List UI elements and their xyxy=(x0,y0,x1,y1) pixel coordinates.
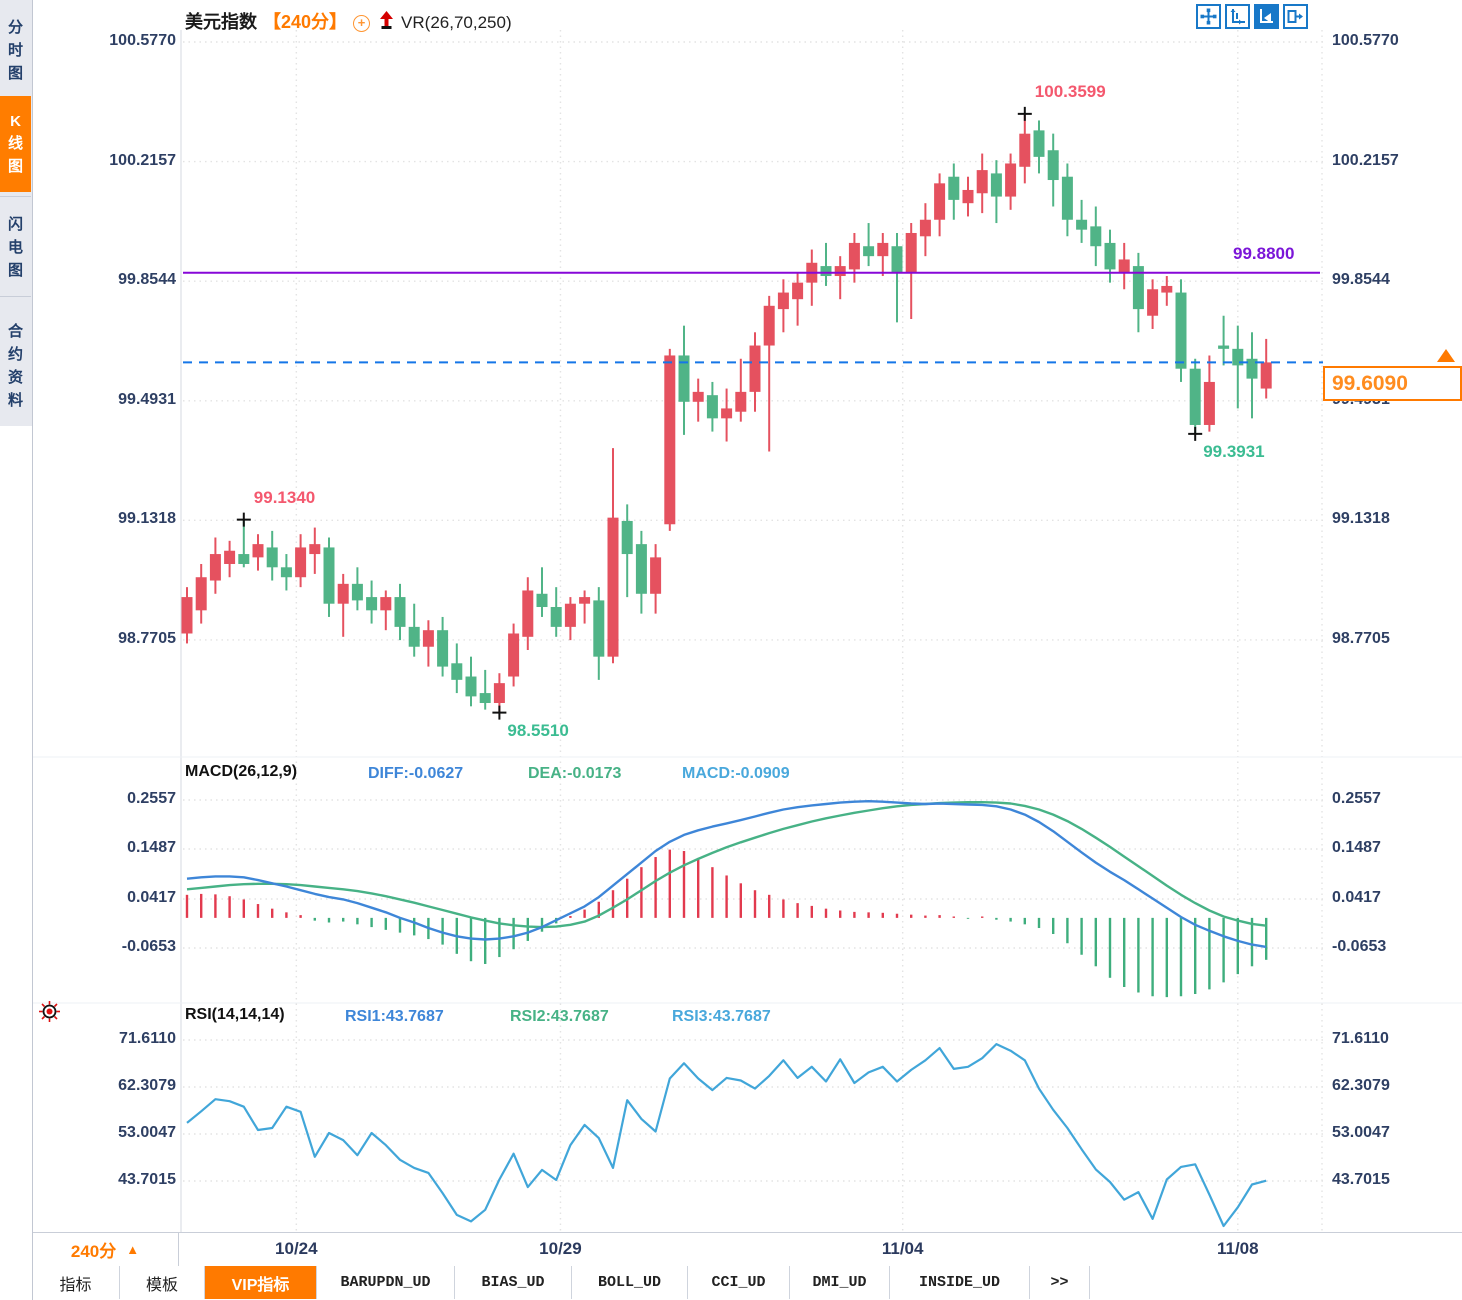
rsi-axis-label-left: 62.3079 xyxy=(118,1077,176,1094)
chart-toolbar xyxy=(1196,4,1308,29)
swing-low-label: 98.5510 xyxy=(507,720,569,740)
macd-hist-value: MACD:-0.0909 xyxy=(682,765,790,782)
macd-axis-label-left: -0.0653 xyxy=(121,938,176,955)
rsi-axis-label-right: 62.3079 xyxy=(1332,1077,1390,1094)
rsi2-value: RSI2:43.7687 xyxy=(510,1008,609,1025)
price-axis-label-left: 100.5770 xyxy=(109,32,176,49)
date-label: 10/29 xyxy=(539,1239,582,1258)
macd-panel-series xyxy=(185,800,1268,998)
rsi-panel-series xyxy=(186,1042,1267,1228)
date-label: 11/08 xyxy=(1216,1239,1259,1258)
indicator-marker-icon[interactable] xyxy=(38,1000,61,1028)
rsi-axis-label-left: 43.7015 xyxy=(118,1171,176,1188)
indicator-tab-cci_ud[interactable]: CCI_UD xyxy=(688,1266,790,1299)
indicator-tab-barupdn_ud[interactable]: BARUPDN_UD xyxy=(317,1266,455,1299)
rsi-axis-label-right: 71.6110 xyxy=(1332,1030,1389,1047)
swing-markers xyxy=(236,106,1203,720)
price-axis-label-left: 99.8544 xyxy=(118,271,176,289)
axis-range-icon[interactable] xyxy=(1225,4,1250,29)
macd-axis-label-left: 0.2557 xyxy=(127,790,176,807)
price-axis-label-right: 98.7705 xyxy=(1332,629,1390,647)
period-selector-button[interactable]: 240分 ▲ xyxy=(32,1233,179,1266)
indicator-tab-[interactable]: 指标 xyxy=(32,1266,120,1299)
price-axis-label-right: 100.2157 xyxy=(1332,151,1399,169)
rsi3-value: RSI3:43.7687 xyxy=(672,1008,771,1025)
overlay-indicator-label: VR(26,70,250) xyxy=(401,13,512,32)
period-expand-icon: ▲ xyxy=(126,1242,140,1257)
macd-diff-value: DIFF:-0.0627 xyxy=(368,765,464,782)
price-axis-label-right: 99.8544 xyxy=(1332,271,1390,289)
sidebar-tab-4[interactable]: 合约资料 xyxy=(7,323,23,409)
period-tag: 【240分】 xyxy=(263,12,348,32)
macd-axis-label-right: -0.0653 xyxy=(1332,938,1387,955)
indicator-tab-bias_ud[interactable]: BIAS_UD xyxy=(455,1266,572,1299)
rsi-axis-label-left: 53.0047 xyxy=(118,1124,176,1141)
rsi1-value: RSI1:43.7687 xyxy=(345,1008,444,1025)
sidebar-strip xyxy=(0,0,32,426)
current-price-box: 99.6090 xyxy=(1323,366,1462,401)
alert-level-label: 99.8800 xyxy=(1233,244,1295,263)
add-indicator-icon[interactable]: + xyxy=(353,15,371,32)
macd-axis-label-right: 0.1487 xyxy=(1332,839,1381,856)
candlestick-series xyxy=(181,113,1272,713)
rsi-title: RSI(14,14,14) xyxy=(185,1006,285,1023)
price-axis-label-left: 99.1318 xyxy=(118,510,176,528)
indicator-tab-bar: 指标 模板 VIP指标 BARUPDN_UD BIAS_UD BOLL_UD CCI_UD D… xyxy=(32,1266,1462,1300)
price-axis-label-right: 100.5770 xyxy=(1332,32,1399,49)
indicator-tab-[interactable]: 模板 xyxy=(120,1266,205,1299)
red-up-arrow-icon xyxy=(380,11,394,35)
time-axis: 240分 ▲ 10/24 10/29 11/04 11/08 xyxy=(32,1232,1462,1268)
date-label: 10/24 xyxy=(275,1239,318,1258)
price-axis-label-left: 99.4931 xyxy=(118,390,176,408)
auto-follow-icon[interactable] xyxy=(1254,4,1279,29)
price-axis-label-left: 98.7705 xyxy=(118,629,176,647)
chart-title-bar: 美元指数 【240分】 + VR(26,70,250) xyxy=(185,8,512,35)
macd-axis-label-right: 0.0417 xyxy=(1332,889,1381,906)
rsi-axis-label-right: 53.0047 xyxy=(1332,1124,1390,1141)
indicator-tab-vip[interactable]: VIP指标 xyxy=(205,1266,317,1299)
indicator-tab-[interactable]: >> xyxy=(1030,1266,1090,1299)
macd-axis-label-left: 0.0417 xyxy=(127,889,176,906)
indicator-tab-boll_ud[interactable]: BOLL_UD xyxy=(572,1266,688,1299)
swing-high-label: 100.3599 xyxy=(1034,81,1106,101)
pan-crosshair-icon[interactable] xyxy=(1196,4,1221,29)
macd-dea-value: DEA:-0.0173 xyxy=(528,765,622,782)
rsi-axis-label-left: 71.6110 xyxy=(119,1030,176,1047)
date-label: 11/04 xyxy=(881,1239,924,1258)
price-axis-label-right: 99.1318 xyxy=(1332,510,1390,528)
gridlines xyxy=(32,30,1462,1232)
macd-title: MACD(26,12,9) xyxy=(185,763,298,780)
shift-right-icon[interactable] xyxy=(1283,4,1308,29)
indicator-tab-inside_ud[interactable]: INSIDE_UD xyxy=(890,1266,1030,1299)
rsi-axis-label-right: 43.7015 xyxy=(1332,1171,1390,1188)
macd-axis-label-left: 0.1487 xyxy=(127,839,176,856)
swing-high-label: 99.1340 xyxy=(253,487,316,507)
current-price-value: 99.6090 xyxy=(1332,371,1408,395)
price-direction-up-icon xyxy=(1437,349,1455,362)
indicator-tab-dmi_ud[interactable]: DMI_UD xyxy=(790,1266,890,1299)
swing-low-label: 99.3931 xyxy=(1203,441,1265,461)
level-lines xyxy=(183,271,1323,364)
sidebar-tab-1[interactable]: 分时图 xyxy=(7,18,23,82)
sidebar-tab-3[interactable]: 闪电图 xyxy=(7,215,23,279)
macd-axis-label-right: 0.2557 xyxy=(1332,790,1381,807)
symbol-title: 美元指数 xyxy=(185,12,257,32)
price-axis-label-left: 100.2157 xyxy=(109,151,176,169)
